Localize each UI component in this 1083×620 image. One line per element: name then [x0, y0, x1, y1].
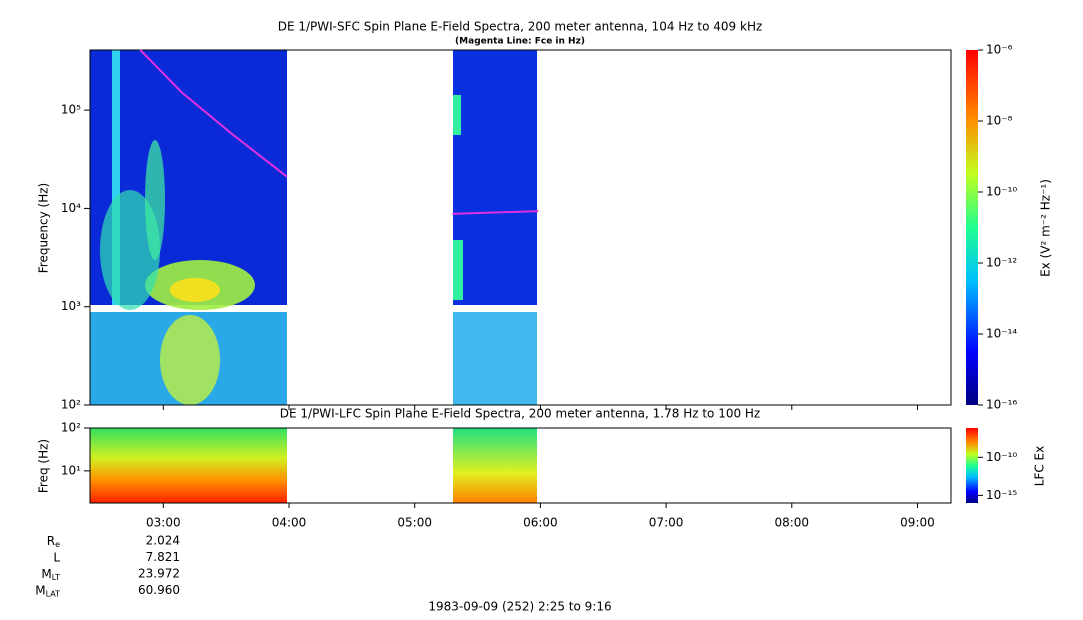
ephemeris-value: 23.972	[138, 567, 180, 581]
colorbar-tick-label: 10⁻¹⁰	[986, 450, 1017, 464]
ephemeris-label: MLAT	[35, 583, 60, 598]
fce-line	[139, 49, 539, 215]
y-axis-label: Frequency (Hz)	[37, 183, 51, 274]
ephemeris-label-sub: LT	[52, 573, 60, 582]
y-tick-label: 10²	[61, 398, 81, 412]
colorbar	[966, 50, 978, 405]
plot-frame	[89, 49, 952, 406]
ephemeris-label: L	[53, 550, 60, 564]
ephemeris-value: 60.960	[138, 583, 180, 597]
colorbar-tick-label: 10⁻¹⁰	[986, 185, 1017, 199]
ephemeris-label-main: M	[41, 567, 51, 581]
x-tick-label: 09:00	[900, 516, 935, 530]
colorbar-tick-label: 10⁻¹⁶	[986, 398, 1017, 412]
ephemeris-label-sub: LAT	[46, 589, 60, 598]
colorbar	[966, 428, 978, 503]
y-axis-label: Freq (Hz)	[37, 439, 51, 493]
ephemeris-label-main: R	[47, 534, 55, 548]
colorbar-tick-label: 10⁻⁸	[986, 114, 1013, 128]
x-tick-label: 08:00	[774, 516, 809, 530]
ephemeris-label-main: M	[35, 583, 45, 597]
y-tick-label: 10²	[61, 421, 81, 435]
chart-title: DE 1/PWI-LFC Spin Plane E-Field Spectra,…	[280, 407, 760, 421]
x-tick-label: 04:00	[272, 516, 307, 530]
ephemeris-value: 7.821	[146, 550, 180, 564]
x-tick-label: 06:00	[523, 516, 558, 530]
ephemeris-label: MLT	[41, 567, 60, 582]
colorbar-tick-label: 10⁻¹⁵	[986, 488, 1017, 502]
colorbar-label: LFC Ex	[1033, 446, 1047, 486]
x-tick-label: 03:00	[146, 516, 181, 530]
footer: 1983-09-09 (252) 2:25 to 9:16	[428, 600, 611, 614]
x-tick-label: 07:00	[649, 516, 684, 530]
y-tick-label: 10⁴	[61, 201, 81, 215]
ephemeris-value: 2.024	[146, 534, 180, 548]
chart-title: DE 1/PWI-SFC Spin Plane E-Field Spectra,…	[278, 20, 763, 34]
x-tick-label: 05:00	[397, 516, 432, 530]
plot-frame	[89, 427, 952, 504]
ephemeris-label-sub: e	[55, 540, 60, 549]
colorbar-tick-label: 10⁻¹⁴	[986, 327, 1017, 341]
chart-subtitle: (Magenta Line: Fce in Hz)	[455, 37, 585, 47]
y-tick-label: 10¹	[61, 463, 81, 477]
y-tick-label: 10³	[61, 299, 81, 313]
ephemeris-label: Re	[47, 534, 60, 549]
colorbar-tick-label: 10⁻¹²	[986, 256, 1017, 270]
colorbar-tick-label: 10⁻⁶	[986, 43, 1013, 57]
y-tick-label: 10⁵	[61, 103, 81, 117]
spectrogram-image	[90, 50, 537, 503]
ephemeris-label-main: L	[53, 550, 60, 564]
colorbar-label: Ex (V² m⁻² Hz⁻¹)	[1039, 179, 1053, 277]
